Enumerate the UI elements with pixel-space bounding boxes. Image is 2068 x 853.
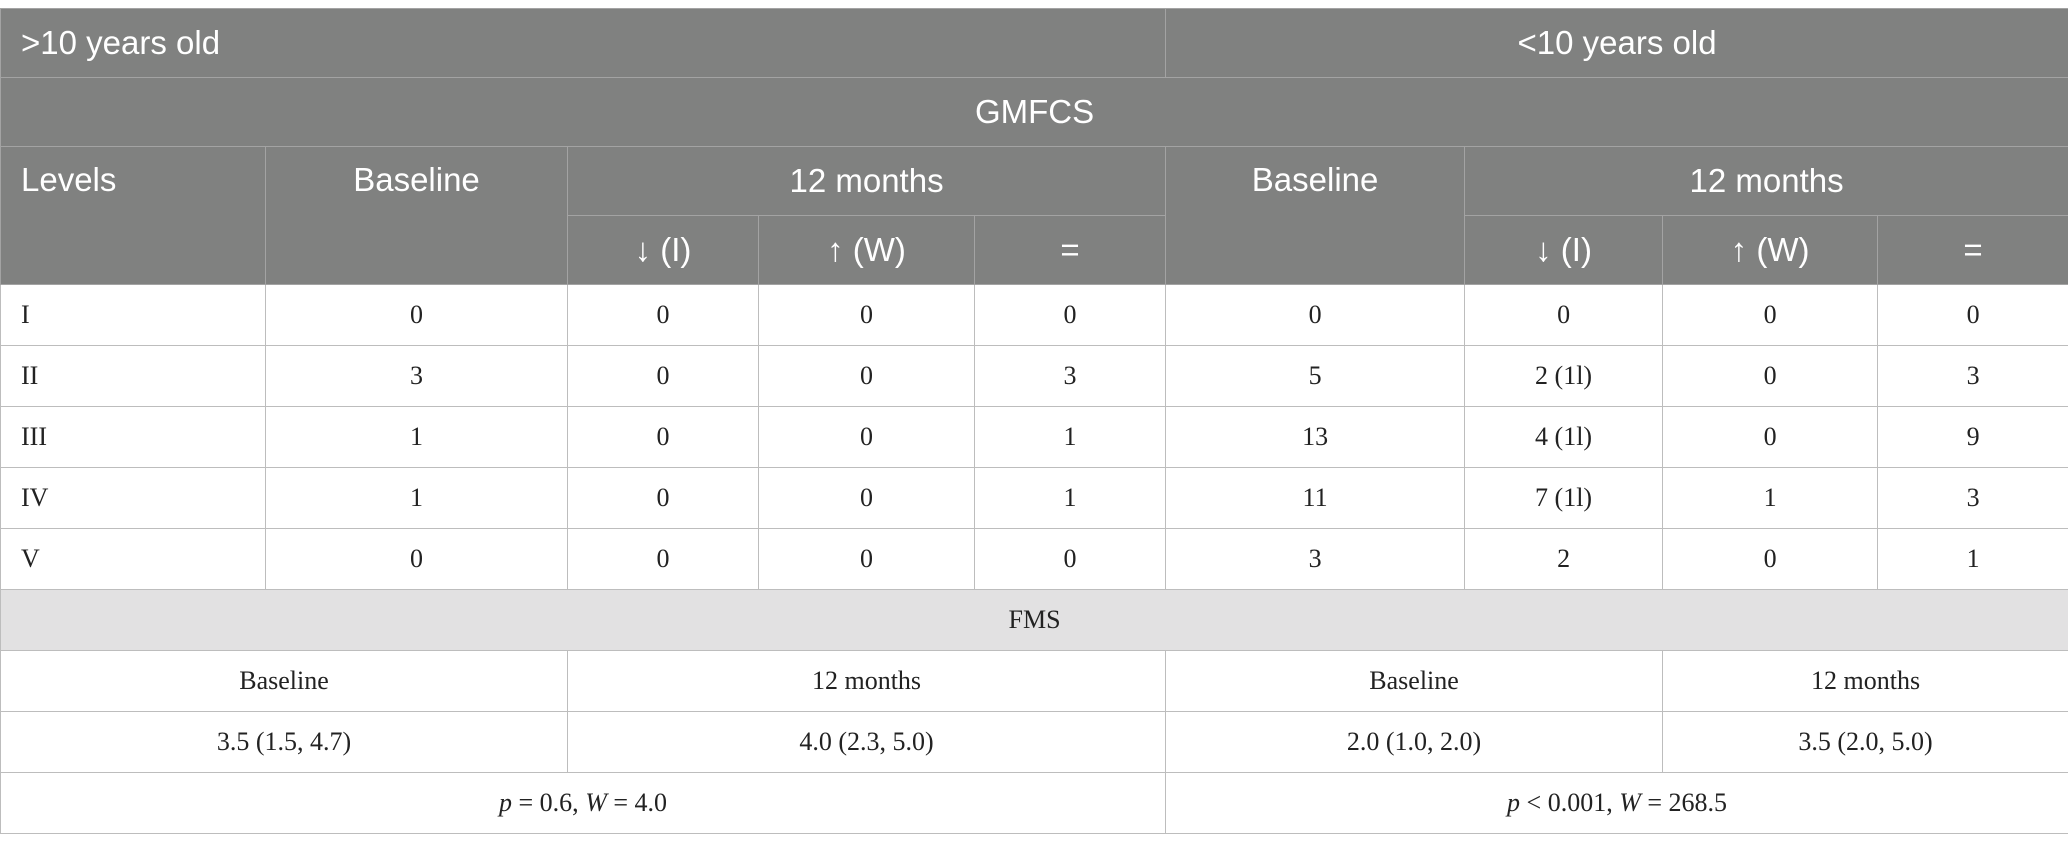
fms-header-row: FMS — [0, 589, 2068, 651]
w-symbol: W — [1619, 788, 1641, 817]
data-cell: 0 — [265, 528, 568, 590]
data-cell: 0 — [973, 528, 1167, 590]
level-cell: II — [0, 345, 266, 407]
data-cell: 3 — [265, 345, 568, 407]
data-cell: 3 — [1877, 345, 2068, 407]
fms-value-row: 3.5 (1.5, 4.7) 4.0 (2.3, 5.0) 2.0 (1.0, … — [0, 711, 2068, 773]
data-cell: 0 — [567, 528, 759, 590]
table-row: V 0 0 0 0 3 2 0 1 — [0, 528, 2068, 590]
fms-stats-row: p = 0.6, W = 4.0 p < 0.001, W = 268.5 — [0, 772, 2068, 834]
data-cell: 1 — [265, 406, 568, 468]
data-cell: 1 — [973, 406, 1167, 468]
p-relation: = 0.6, — [512, 788, 586, 817]
fms-months-right-value: 3.5 (2.0, 5.0) — [1662, 711, 2068, 773]
data-cell: 7 (1l) — [1464, 467, 1664, 529]
level-cell: V — [0, 528, 266, 590]
data-cell: 0 — [1877, 284, 2068, 346]
p-relation: < 0.001, — [1520, 788, 1620, 817]
table-row: I 0 0 0 0 0 0 0 0 — [0, 284, 2068, 346]
data-cell: 0 — [567, 284, 759, 346]
months-left-header: 12 months — [566, 146, 1167, 216]
sub-header-increase-right: ↑ (W) — [1662, 215, 1879, 285]
table-row: III 1 0 0 1 13 4 (1l) 0 9 — [0, 406, 2068, 468]
fms-months-left-label: 12 months — [566, 650, 1167, 712]
data-cell: 0 — [758, 406, 975, 468]
p-symbol: p — [1507, 788, 1521, 817]
data-cell: 0 — [1662, 345, 1879, 407]
data-cell: 13 — [1165, 406, 1466, 468]
sub-header-row: ↓ (I) ↑ (W) = ↓ (I) ↑ (W) = — [1, 215, 2068, 285]
data-cell: 3 — [1877, 467, 2068, 529]
data-cell: 0 — [567, 467, 759, 529]
level-cell: IV — [0, 467, 266, 529]
data-cell: 0 — [567, 406, 759, 468]
age-group-header-row: >10 years old <10 years old — [0, 8, 2068, 78]
baseline-right-header: Baseline — [1165, 146, 1466, 285]
gmfcs-header-row: GMFCS — [0, 77, 2068, 147]
data-cell: 0 — [758, 467, 975, 529]
data-cell: 1 — [973, 467, 1167, 529]
data-cell: 11 — [1165, 467, 1466, 529]
data-cell: 0 — [567, 345, 759, 407]
fms-baseline-left-value: 3.5 (1.5, 4.7) — [0, 711, 568, 773]
fms-baseline-left-label: Baseline — [0, 650, 568, 712]
data-cell: 0 — [758, 345, 975, 407]
baseline-left-header: Baseline — [265, 146, 568, 285]
sub-header-increase-left: ↑ (W) — [758, 215, 975, 285]
data-cell: 1 — [265, 467, 568, 529]
fms-months-left-value: 4.0 (2.3, 5.0) — [566, 711, 1167, 773]
group-under-10-header: <10 years old — [1165, 8, 2068, 78]
fms-baseline-right-label: Baseline — [1165, 650, 1664, 712]
sub-header-decrease-left: ↓ (I) — [567, 215, 759, 285]
data-cell: 9 — [1877, 406, 2068, 468]
sub-header-equal-left: = — [973, 215, 1167, 285]
w-value: = 268.5 — [1640, 788, 1728, 817]
levels-header: Levels — [0, 146, 266, 285]
data-cell: 0 — [1662, 406, 1879, 468]
data-cell: 3 — [1165, 528, 1466, 590]
data-cell: 4 (1l) — [1464, 406, 1664, 468]
data-cell: 0 — [1662, 284, 1879, 346]
data-cell: 0 — [758, 284, 975, 346]
level-cell: III — [0, 406, 266, 468]
data-cell: 0 — [1464, 284, 1664, 346]
group-over-10-header: >10 years old — [0, 8, 1167, 78]
results-table-container: >10 years old <10 years old GMFCS Levels… — [0, 8, 2068, 834]
fms-label-row: Baseline 12 months Baseline 12 months — [0, 650, 2068, 712]
fms-stats-right: p < 0.001, W = 268.5 — [1165, 772, 2068, 834]
data-cell: 0 — [265, 284, 568, 346]
data-cell: 2 (1l) — [1464, 345, 1664, 407]
table-row: IV 1 0 0 1 11 7 (1l) 1 3 — [0, 467, 2068, 529]
sub-header-decrease-right: ↓ (I) — [1464, 215, 1664, 285]
fms-header: FMS — [0, 589, 2068, 651]
p-symbol: p — [499, 788, 513, 817]
level-cell: I — [0, 284, 266, 346]
fms-months-right-label: 12 months — [1662, 650, 2068, 712]
data-cell: 0 — [1662, 528, 1879, 590]
w-value: = 4.0 — [606, 788, 668, 817]
w-symbol: W — [585, 788, 607, 817]
data-cell: 2 — [1464, 528, 1664, 590]
gmfcs-fms-table: >10 years old <10 years old GMFCS Levels… — [0, 8, 2068, 834]
fms-stats-left: p = 0.6, W = 4.0 — [0, 772, 1167, 834]
table-row: II 3 0 0 3 5 2 (1l) 0 3 — [0, 345, 2068, 407]
column-header-row: Levels Baseline 12 months Baseline 12 mo… — [0, 146, 2068, 285]
data-cell: 3 — [973, 345, 1167, 407]
data-cell: 0 — [758, 528, 975, 590]
gmfcs-header: GMFCS — [0, 77, 2068, 147]
data-cell: 1 — [1662, 467, 1879, 529]
fms-baseline-right-value: 2.0 (1.0, 2.0) — [1165, 711, 1664, 773]
data-cell: 0 — [1165, 284, 1466, 346]
months-right-header: 12 months — [1464, 146, 2068, 216]
data-cell: 0 — [973, 284, 1167, 346]
data-cell: 5 — [1165, 345, 1466, 407]
data-cell: 1 — [1877, 528, 2068, 590]
sub-header-equal-right: = — [1877, 215, 2068, 285]
